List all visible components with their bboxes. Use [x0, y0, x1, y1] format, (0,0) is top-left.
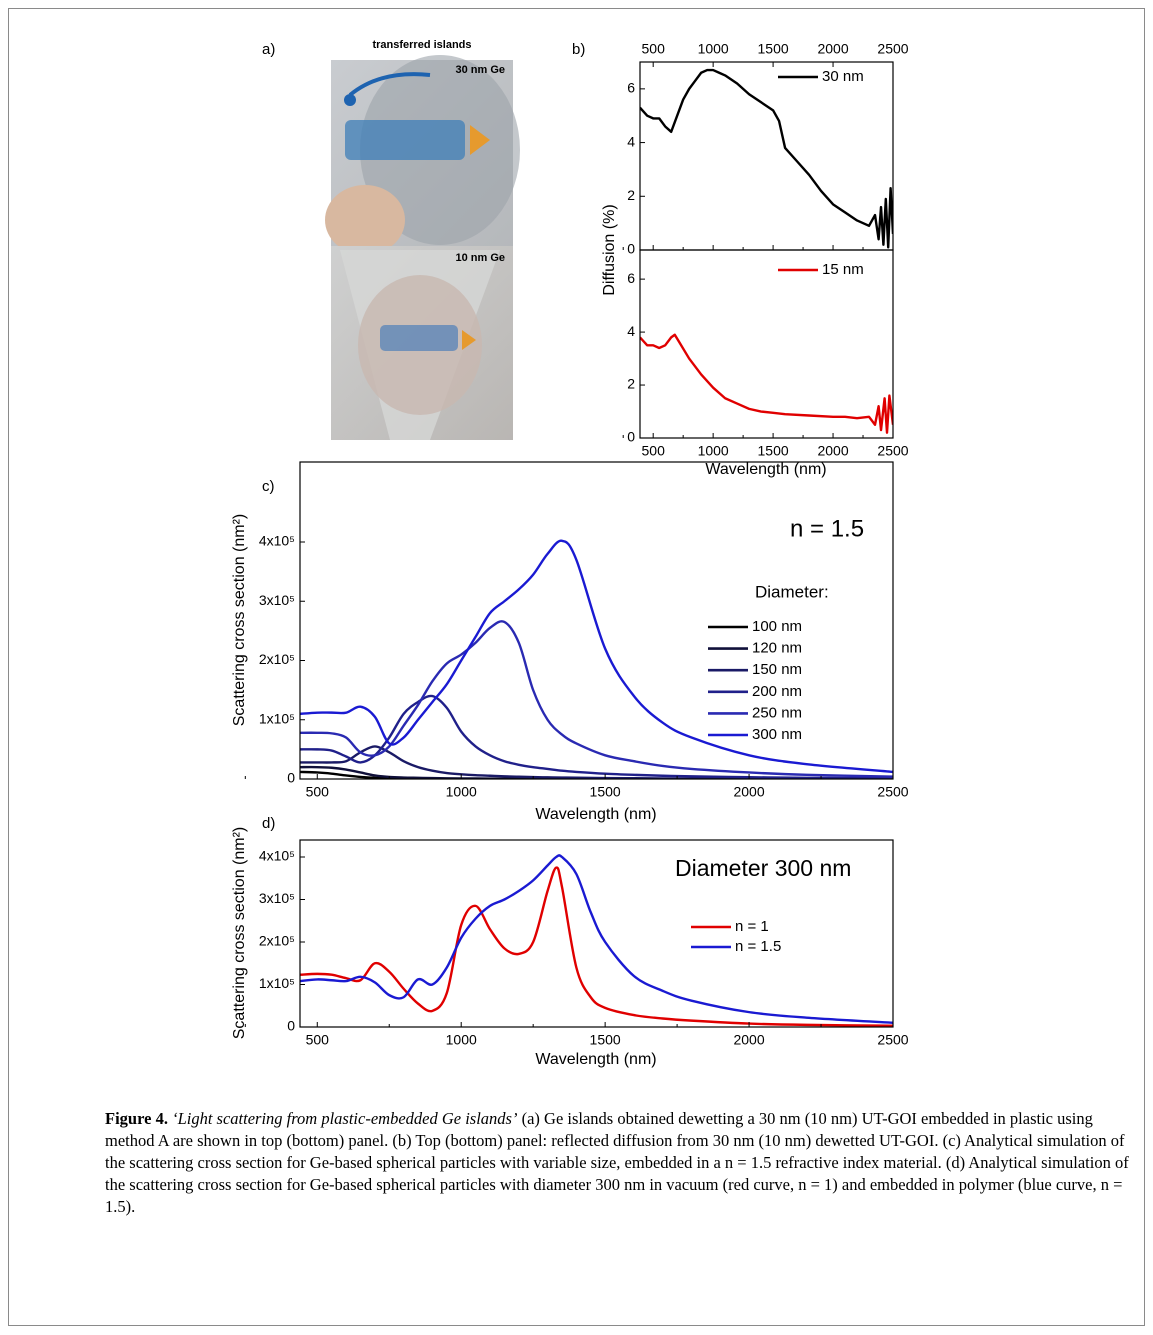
data-line: [300, 866, 893, 1027]
caption-label: Figure 4.: [105, 1109, 168, 1128]
legend-label: 200 nm: [752, 683, 802, 700]
data-line: [640, 68, 893, 249]
logo: [380, 325, 458, 351]
y-tick-label: 2x10⁵: [259, 651, 295, 667]
panel-label: b): [572, 41, 585, 58]
y-tick-label: 1x10⁵: [259, 710, 295, 726]
x-tick-label: 2000: [733, 1032, 764, 1048]
x-tick-label: 1500: [758, 443, 789, 459]
y-axis-label: Diffusion (%): [601, 204, 618, 295]
legend-title: Diameter:: [755, 582, 829, 601]
caption: Figure 4. ‘Light scattering from plastic…: [105, 1108, 1135, 1218]
logo-mark: [462, 330, 476, 350]
x-axis-label: Wavelength (nm): [535, 806, 656, 823]
legend-label: 150 nm: [752, 661, 802, 678]
y-tick-label: 1x10⁵: [259, 975, 295, 991]
x-axis-label: Wavelength (nm): [705, 461, 826, 478]
data-line: [300, 745, 893, 779]
x-tick-label: 500: [306, 1032, 330, 1048]
logo-arc: [348, 72, 431, 97]
x-tick-label: 2000: [817, 443, 848, 459]
x-tick-label: 1000: [698, 443, 729, 459]
data-line: [300, 620, 893, 778]
legend-label: 250 nm: [752, 704, 802, 721]
legend-label: n = 1: [735, 918, 769, 935]
y-tick-label: 3x10⁵: [259, 890, 295, 906]
logo: [345, 120, 465, 160]
photo: transferred islands 30 nm Ge 10 nm Ge: [325, 39, 520, 440]
plot-frame: [299, 839, 894, 1028]
x-tick-label: 2500: [877, 784, 908, 800]
photo-label: 10 nm Ge: [455, 252, 505, 264]
x-tick-label: 2500: [877, 1032, 908, 1048]
y-tick-label: 4: [627, 133, 635, 149]
x-tick-label: 2000: [733, 784, 764, 800]
caption-title: ‘Light scattering from plastic-embedded …: [172, 1109, 518, 1128]
x-tick-label: 500: [642, 443, 666, 459]
x-tick-label: 1000: [446, 784, 477, 800]
panel-label: d): [262, 815, 275, 832]
y-tick-label: 3x10⁵: [259, 592, 295, 608]
x-tick-label: 1000: [446, 1032, 477, 1048]
y-tick-label: 0: [627, 429, 635, 445]
x-tick-label: 500: [642, 41, 666, 57]
y-tick-label: 4x10⁵: [259, 533, 295, 549]
plot-frame: [639, 61, 894, 251]
logo-mark: [470, 125, 490, 155]
x-tick-label: 1000: [698, 41, 729, 57]
panel-label: c): [262, 478, 275, 495]
panel-label: a): [262, 41, 275, 58]
data-line: [300, 539, 893, 774]
annotation: Diameter 300 nm: [675, 855, 851, 881]
x-tick-label: 1500: [758, 41, 789, 57]
y-tick-label: 4x10⁵: [259, 848, 295, 864]
y-tick-label: 0: [287, 770, 295, 786]
y-tick-label: 0: [287, 1018, 295, 1034]
photo-title: transferred islands: [372, 39, 471, 51]
x-tick-label: 1500: [590, 784, 621, 800]
y-tick-label: 2: [627, 187, 635, 203]
legend-label: 120 nm: [752, 640, 802, 657]
y-tick-label: 6: [627, 270, 635, 286]
y-tick-label: 2: [627, 376, 635, 392]
figure: a) b) c) d) transferred islands 30 nm Ge…: [231, 39, 909, 1068]
hand: [325, 185, 405, 255]
legend-label: 30 nm: [822, 68, 864, 85]
logo-dot: [344, 94, 356, 106]
legend-label: 100 nm: [752, 618, 802, 635]
data-line: [300, 854, 893, 1024]
y-tick-label: 2x10⁵: [259, 933, 295, 949]
plot-frame: [639, 249, 894, 439]
y-tick-label: 0: [627, 241, 635, 257]
y-tick-label: 6: [627, 80, 635, 96]
legend-label: 300 nm: [752, 726, 802, 743]
x-tick-label: 1500: [590, 1032, 621, 1048]
x-tick-label: 2500: [877, 41, 908, 57]
x-tick-label: 2000: [817, 41, 848, 57]
plot-frame: [299, 461, 894, 780]
y-tick-label: 4: [627, 323, 635, 339]
x-tick-label: 2500: [877, 443, 908, 459]
data-line: [640, 333, 893, 434]
figure-border: [8, 8, 1145, 1326]
data-line: [300, 694, 893, 779]
y-axis-label: Scattering cross section (nm²): [231, 514, 248, 727]
x-tick-label: 500: [306, 784, 330, 800]
y-axis-label: Scattering cross section (nm²): [231, 827, 248, 1040]
legend-label: 15 nm: [822, 261, 864, 278]
photo-label: 30 nm Ge: [455, 64, 505, 76]
x-axis-label: Wavelength (nm): [535, 1051, 656, 1068]
legend-label: n = 1.5: [735, 938, 781, 955]
annotation: n = 1.5: [790, 515, 864, 542]
caption-text: (a) Ge islands obtained dewetting a 30 n…: [105, 1109, 1129, 1216]
